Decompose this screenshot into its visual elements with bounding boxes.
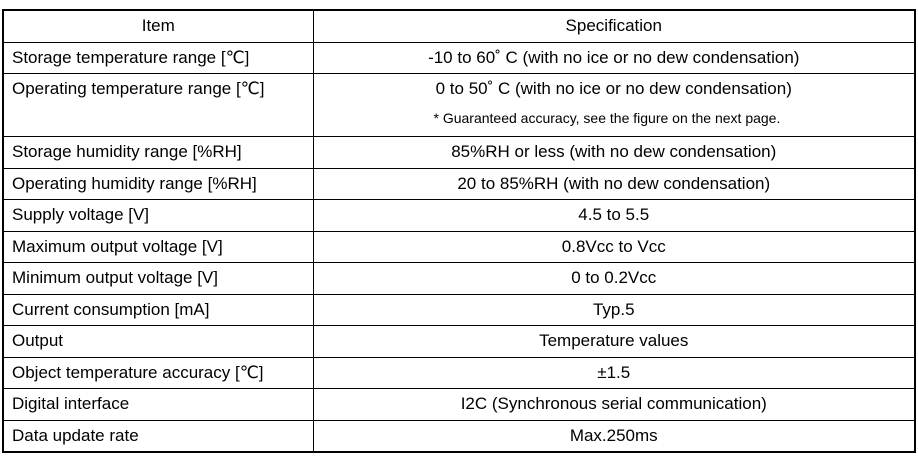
row-output-spec: Temperature values	[312, 325, 916, 358]
table-row: Minimum output voltage [V] 0 to 0.2Vcc	[2, 262, 916, 295]
row-digital-interface-spec: I2C (Synchronous serial communication)	[312, 388, 916, 421]
specification-table: Item Specification Storage temperature r…	[2, 9, 916, 453]
row-supply-voltage-item: Supply voltage [V]	[2, 199, 314, 232]
row-output-item: Output	[2, 325, 314, 358]
row-operating-temperature-spec-cell: 0 to 50˚ C (with no ice or no dew conden…	[312, 73, 916, 137]
table-row: Object temperature accuracy [℃] ±1.5	[2, 356, 916, 389]
row-object-temperature-accuracy-spec: ±1.5	[312, 356, 916, 389]
table-row: Digital interface I2C (Synchronous seria…	[2, 388, 916, 421]
row-max-output-voltage-spec: 0.8Vcc to Vcc	[312, 230, 916, 263]
spec-table-container: Item Specification Storage temperature r…	[2, 9, 916, 453]
table-header-row: Item Specification	[2, 9, 916, 43]
table-row: Storage temperature range [℃] -10 to 60˚…	[2, 41, 916, 74]
row-supply-voltage-spec: 4.5 to 5.5	[312, 199, 916, 232]
row-operating-humidity-spec: 20 to 85%RH (with no dew condensation)	[312, 167, 916, 200]
row-min-output-voltage-spec: 0 to 0.2Vcc	[312, 262, 916, 295]
row-object-temperature-accuracy-item: Object temperature accuracy [℃]	[2, 356, 314, 389]
row-min-output-voltage-item: Minimum output voltage [V]	[2, 262, 314, 295]
table-row: Operating temperature range [℃] 0 to 50˚…	[2, 73, 916, 137]
row-operating-temperature-spec: 0 to 50˚ C (with no ice or no dew conden…	[435, 79, 792, 98]
row-data-update-rate-item: Data update rate	[2, 419, 314, 453]
row-operating-humidity-item: Operating humidity range [%RH]	[2, 167, 314, 200]
row-storage-humidity-item: Storage humidity range [%RH]	[2, 136, 314, 169]
row-operating-temperature-item: Operating temperature range [℃]	[2, 73, 314, 137]
table-row: Storage humidity range [%RH] 85%RH or le…	[2, 136, 916, 169]
accuracy-note: * Guaranteed accuracy, see the figure on…	[433, 110, 781, 126]
row-current-consumption-spec: Typ.5	[312, 293, 916, 326]
table-row: Output Temperature values	[2, 325, 916, 358]
header-specification: Specification	[312, 9, 916, 43]
row-storage-temperature-item: Storage temperature range [℃]	[2, 41, 314, 74]
row-data-update-rate-spec: Max.250ms	[312, 419, 916, 453]
table-row: Supply voltage [V] 4.5 to 5.5	[2, 199, 916, 232]
row-digital-interface-item: Digital interface	[2, 388, 314, 421]
row-max-output-voltage-item: Maximum output voltage [V]	[2, 230, 314, 263]
table-row: Operating humidity range [%RH] 20 to 85%…	[2, 167, 916, 200]
row-current-consumption-item: Current consumption [mA]	[2, 293, 314, 326]
table-row: Data update rate Max.250ms	[2, 419, 916, 453]
row-storage-humidity-spec: 85%RH or less (with no dew condensation)	[312, 136, 916, 169]
table-row: Current consumption [mA] Typ.5	[2, 293, 916, 326]
row-storage-temperature-spec: -10 to 60˚ C (with no ice or no dew cond…	[312, 41, 916, 74]
header-item: Item	[2, 9, 314, 43]
table-row: Maximum output voltage [V] 0.8Vcc to Vcc	[2, 230, 916, 263]
